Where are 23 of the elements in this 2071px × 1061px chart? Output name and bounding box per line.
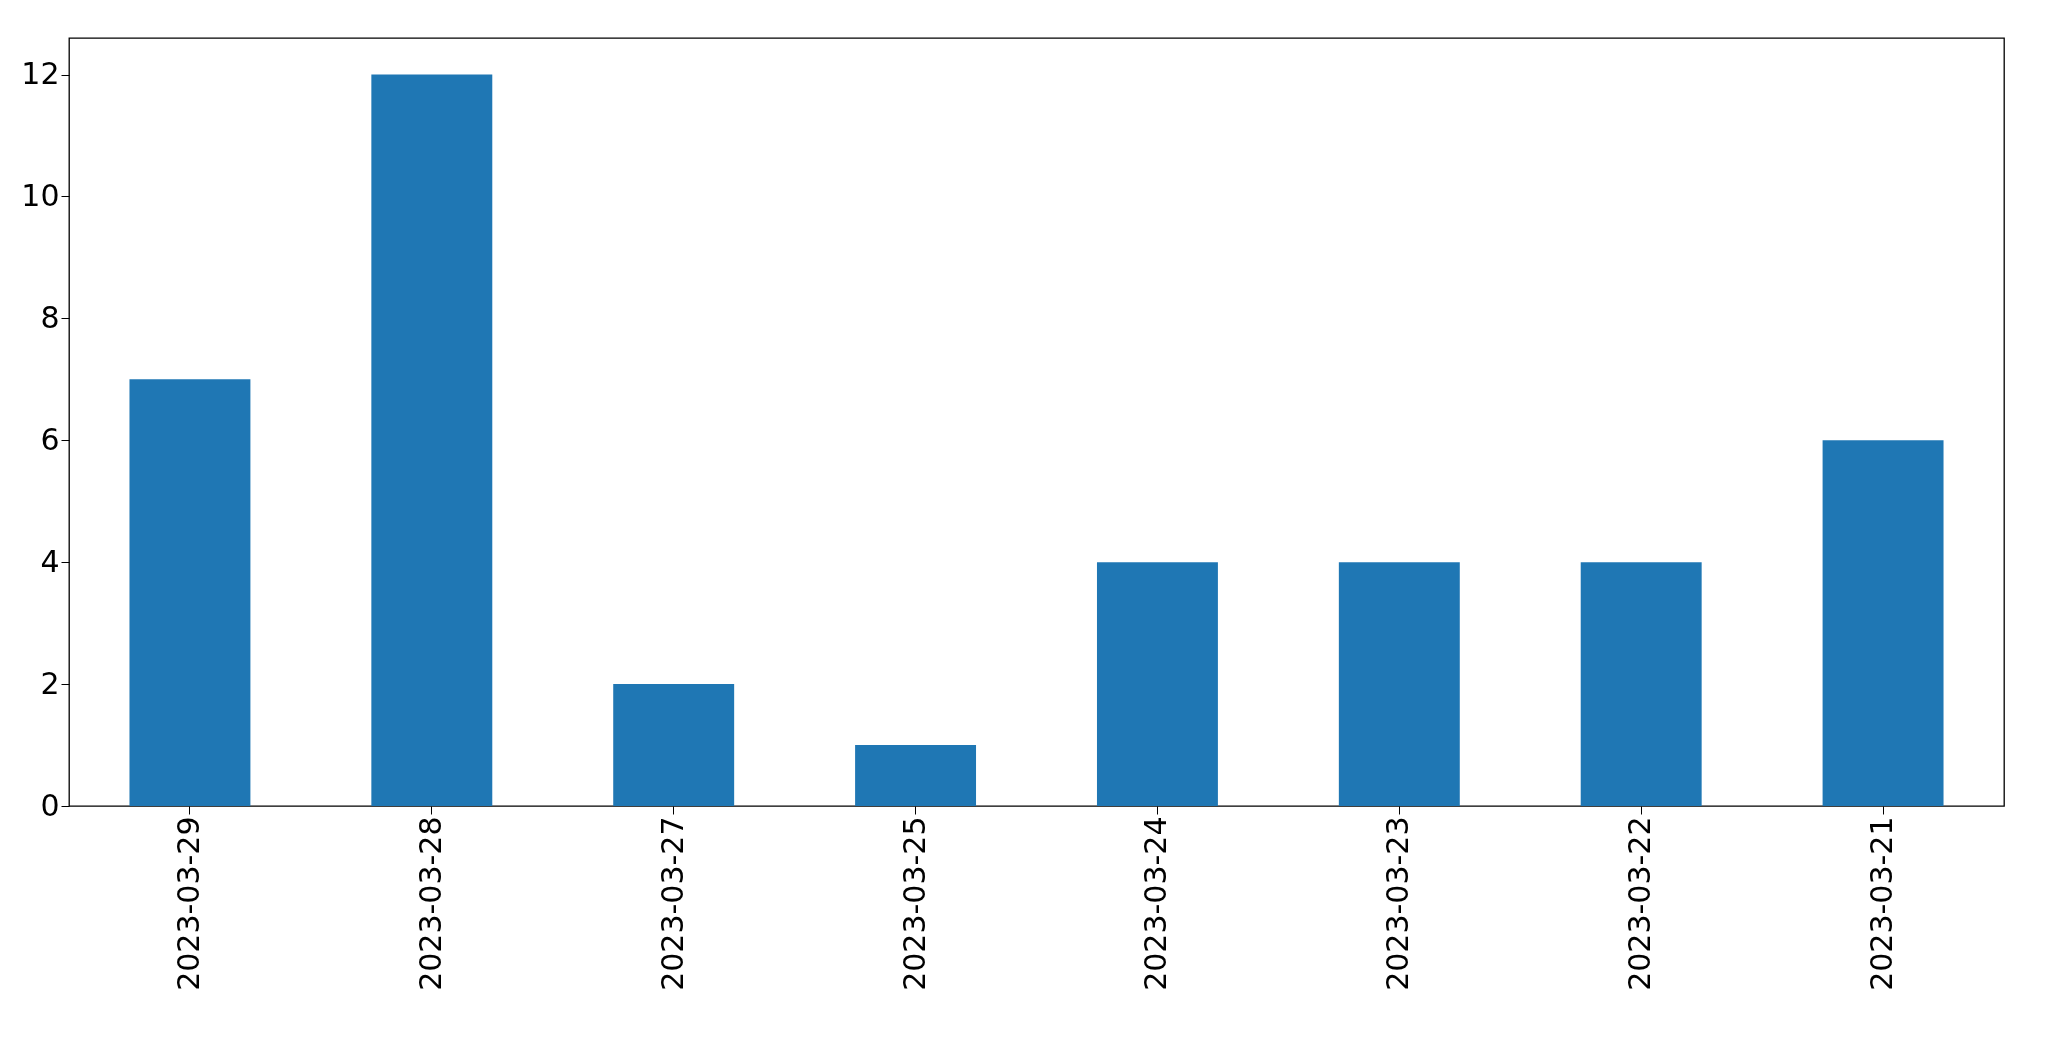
x-tick-label: 2023-03-24 <box>1138 816 1174 991</box>
bar <box>1096 562 1218 806</box>
x-tick-label: 2023-03-27 <box>654 816 690 991</box>
y-tick-label: 8 <box>40 299 60 335</box>
bar <box>129 379 251 806</box>
x-tick-label: 2023-03-21 <box>1864 816 1900 991</box>
x-tick-label: 2023-03-25 <box>896 816 932 991</box>
bar <box>1338 562 1460 806</box>
y-tick-label: 6 <box>40 421 60 457</box>
y-tick-label: 2 <box>40 665 60 701</box>
y-tick-label: 4 <box>40 543 60 579</box>
x-tick-label: 2023-03-23 <box>1380 816 1416 991</box>
bar <box>1822 440 1944 806</box>
y-tick-label: 0 <box>40 787 60 823</box>
bar <box>855 745 977 806</box>
y-tick-label: 12 <box>21 56 60 92</box>
bar <box>371 74 493 806</box>
x-tick-label: 2023-03-29 <box>170 816 206 991</box>
x-tick-label: 2023-03-28 <box>412 816 448 991</box>
y-tick-label: 10 <box>21 177 60 213</box>
x-tick-label: 2023-03-22 <box>1622 816 1658 991</box>
bar <box>613 684 735 806</box>
bar <box>1580 562 1702 806</box>
